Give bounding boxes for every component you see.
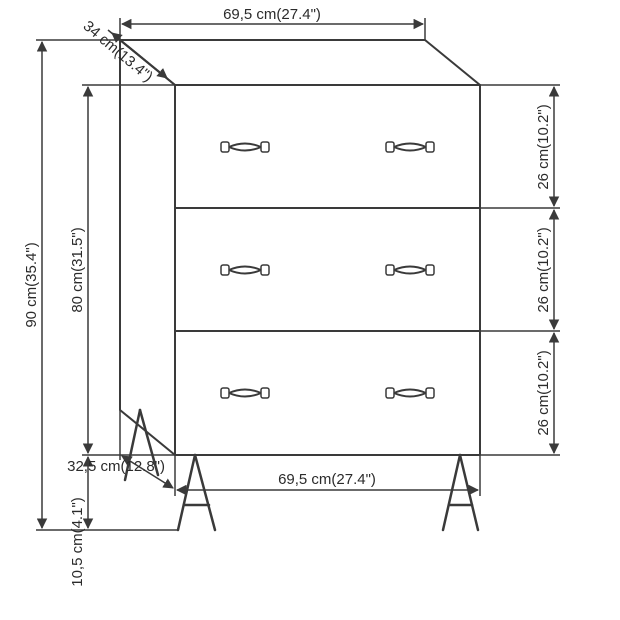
label-leg-h: 10,5 cm(4.1") [69,497,86,587]
label-depth-bottom: 32,5 cm(12.8") [67,458,165,475]
label-body-h: 80 cm(31.5") [69,227,86,312]
label-depth: 34 cm(13.4") [80,18,156,86]
label-drawer3: 26 cm(10.2") [535,350,552,435]
dim-total-h [36,40,178,530]
dim-body-h [82,85,175,455]
drawer-handles [221,142,434,398]
legs [125,410,478,530]
label-total-h: 90 cm(35.4") [23,242,40,327]
label-width-top: 69,5 cm(27.4") [223,6,321,23]
label-drawer2: 26 cm(10.2") [535,227,552,312]
label-width-bottom: 69,5 cm(27.4") [278,471,376,488]
dim-depth-bottom [120,410,173,488]
label-drawer1: 26 cm(10.2") [535,104,552,189]
